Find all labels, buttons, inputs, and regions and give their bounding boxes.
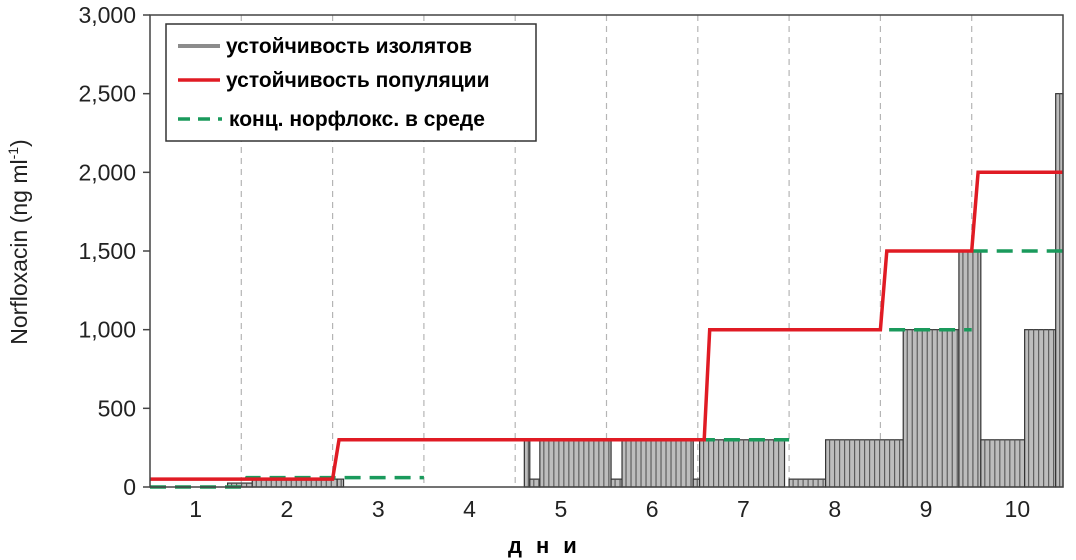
isolate-bar-body	[336, 478, 345, 488]
isolate-resistance-bars	[227, 93, 1064, 488]
isolate-bar	[523, 439, 531, 488]
y-tick-label: 2,000	[78, 159, 136, 185]
isolate-bar-body	[980, 439, 1026, 488]
legend-label-isolates: устойчивость изолятов	[226, 35, 472, 58]
y-tick-label: 0	[123, 474, 136, 500]
legend-box	[165, 23, 537, 142]
isolate-bar-body	[621, 439, 694, 488]
isolate-bar-body	[699, 439, 786, 488]
y-tick-label: 500	[98, 395, 136, 421]
isolate-bar-body	[1024, 329, 1057, 488]
y-tick-label: 3,000	[78, 2, 136, 28]
isolate-bar	[958, 250, 982, 488]
x-tick-label: 3	[372, 496, 385, 522]
isolate-bar-body	[539, 439, 612, 488]
x-tick-label: 7	[737, 496, 750, 522]
population-resistance-line	[150, 170, 1063, 481]
y-tick-label: 1,000	[78, 317, 136, 343]
isolate-bar-body	[788, 478, 827, 488]
isolate-bar	[539, 439, 612, 488]
legend: устойчивость изолятов устойчивость попул…	[165, 23, 537, 142]
x-tick-label: 2	[281, 496, 294, 522]
isolate-bar-body	[523, 439, 531, 488]
isolate-bar	[825, 439, 904, 488]
x-tick-label: 4	[463, 496, 476, 522]
x-tick-label: 10	[1005, 496, 1031, 522]
isolate-bar-body	[692, 478, 701, 488]
series-lines	[150, 170, 1063, 489]
x-tick-label: 8	[828, 496, 841, 522]
legend-label-medium: конц. норфлокс. в среде	[229, 108, 485, 131]
isolate-bar	[692, 478, 701, 488]
isolate-bar	[788, 478, 827, 488]
y-axis-label-suffix: )	[6, 139, 32, 147]
axis-ticks: 0 500 1,000 1,500 2,000 2,500 3,000 1 2 3 4 5 6 7 8 9 10	[78, 2, 1030, 522]
isolate-bar	[621, 439, 694, 488]
medium-concentration-line	[150, 475, 424, 489]
y-tick-label: 2,500	[78, 81, 136, 107]
y-tick-label: 1,500	[78, 238, 136, 264]
y-axis-label-superscript: -1	[5, 147, 21, 160]
x-tick-label: 9	[920, 496, 933, 522]
isolate-bar	[980, 439, 1026, 488]
isolate-bar	[336, 478, 345, 488]
isolate-bar	[529, 478, 541, 488]
y-axis-label-main: Norfloxacin (ng ml	[6, 159, 32, 344]
isolate-bar-body	[902, 329, 960, 488]
y-axis-label: Norfloxacin (ng ml-1)	[5, 139, 32, 344]
isolate-bar	[610, 478, 623, 488]
x-axis-label: дни	[508, 533, 591, 558]
isolate-bar	[1024, 329, 1057, 488]
isolate-bar	[699, 439, 786, 488]
x-tick-label: 6	[646, 496, 659, 522]
isolate-bar	[1055, 93, 1064, 488]
x-tick-label: 1	[189, 496, 202, 522]
isolate-bar	[902, 329, 960, 488]
x-tick-label: 5	[554, 496, 567, 522]
legend-label-population: устойчивость популяции	[226, 69, 490, 92]
